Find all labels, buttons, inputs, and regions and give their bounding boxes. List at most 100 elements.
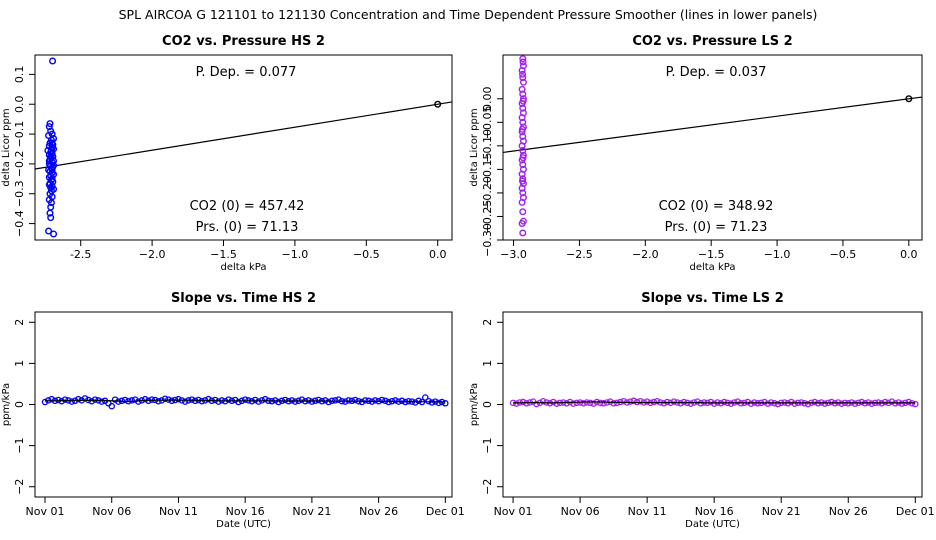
y-tick-label: −0.30 (481, 223, 494, 257)
y-tick-label: −1 (481, 438, 494, 454)
data-point (519, 154, 527, 162)
data-point (378, 396, 386, 404)
data-point (55, 396, 62, 404)
data-point (121, 396, 129, 404)
data-point (47, 214, 55, 222)
y-tick-label: 1 (481, 360, 494, 367)
co2-pressure-ls-panel: CO2 vs. Pressure LS 2 −3.0 −2.5 −2.0 −1.5 −1.… (469, 34, 923, 273)
data-point (627, 398, 634, 405)
data-point (49, 57, 57, 65)
data-point (261, 395, 269, 403)
data-point (281, 396, 289, 404)
chart-title: CO2 vs. Pressure LS 2 (632, 34, 792, 49)
data-point (168, 397, 176, 405)
data-point (898, 400, 906, 407)
x-tick-label: Nov 11 (628, 505, 667, 518)
y-tick-label: 0.0 (13, 95, 26, 113)
pressure-intercept-annotation: Prs. (0) = 71.23 (665, 220, 768, 235)
y-tick-label: −0.2 (13, 151, 26, 178)
data-point (519, 118, 527, 126)
co2-pressure-hs-panel: CO2 vs. Pressure HS 2 -2.5 −2.0 −1.5 −1.0 −0.… (1, 34, 453, 273)
data-point (912, 400, 919, 408)
y-tick-label: −0.25 (481, 200, 494, 234)
y-tick-label: 2 (481, 319, 494, 326)
data-point (315, 396, 322, 404)
data-point (518, 220, 526, 228)
data-point (710, 400, 718, 407)
y-tick-label: 0 (13, 401, 26, 408)
data-point (643, 398, 651, 405)
data-point (50, 161, 58, 169)
data-point (720, 398, 728, 406)
x-tick-label: Nov 01 (26, 505, 65, 518)
data-point (888, 398, 896, 405)
data-point (513, 400, 520, 407)
data-point (251, 396, 259, 404)
data-point (141, 395, 149, 403)
y-tick-label: −0.1 (13, 121, 26, 148)
data-point (744, 398, 751, 406)
data-point (181, 398, 189, 405)
x-tick-label: −3.0 (500, 248, 527, 261)
data-point (415, 397, 422, 405)
data-point (653, 397, 661, 405)
data-point (519, 70, 527, 78)
data-point (128, 397, 135, 404)
data-point (519, 147, 527, 155)
smoother-line (45, 399, 446, 403)
x-tick-label: Nov 26 (359, 505, 398, 518)
x-tick-label: Nov 21 (292, 505, 331, 518)
x-tick-label: Dec 01 (896, 505, 935, 518)
data-point (600, 400, 607, 407)
data-point (586, 399, 594, 407)
plot-frame (34, 54, 453, 241)
data-point (550, 398, 557, 406)
x-tick-label: Nov 11 (159, 505, 198, 518)
data-point (519, 90, 527, 98)
data-point (98, 398, 105, 405)
data-point (45, 157, 53, 165)
data-point (46, 209, 54, 217)
data-point (519, 104, 527, 112)
slope-time-ls-panel: Slope vs. Time LS 2 Nov 01 Nov 06 Nov 11 Nov… (469, 291, 935, 530)
x-tick-label: −1.5 (210, 248, 237, 261)
data-point (687, 400, 694, 407)
x-tick-label: −0.5 (353, 248, 380, 261)
chart-title: Slope vs. Time HS 2 (171, 291, 316, 306)
data-point (47, 199, 55, 207)
data-point (533, 400, 540, 408)
data-point (519, 55, 527, 63)
data-point (539, 397, 547, 405)
data-point (298, 396, 306, 403)
data-point (518, 184, 526, 192)
y-tick-label: −0.20 (481, 176, 494, 210)
data-point (331, 397, 339, 404)
co2-intercept-annotation: CO2 (0) = 348.92 (659, 199, 774, 214)
fit-line (502, 96, 923, 154)
data-point (519, 74, 527, 82)
data-point (694, 398, 701, 405)
slope-time-hs-panel: Slope vs. Time HS 2 Nov 01 Nov 06 Nov 11 Nov… (1, 291, 465, 530)
y-axis-label: delta Licor ppm (1, 108, 12, 186)
data-point (50, 230, 58, 238)
x-tick-label: Dec 01 (426, 505, 465, 518)
plot-frame (502, 54, 923, 241)
data-point (851, 400, 859, 407)
x-tick-label: −2.5 (566, 248, 593, 261)
data-point (428, 399, 436, 406)
x-tick-label: −1.0 (764, 248, 791, 261)
x-axis-label: delta kPa (689, 262, 735, 273)
data-point (47, 146, 55, 154)
data-point (630, 397, 637, 405)
data-point (590, 400, 597, 407)
data-point (519, 58, 527, 66)
data-point (563, 400, 570, 407)
y-tick-label: −2 (13, 479, 26, 495)
y-axis-label: ppm/kPa (469, 383, 480, 426)
data-point (48, 395, 55, 403)
data-point (518, 198, 526, 206)
data-point (205, 395, 212, 403)
data-point (305, 397, 312, 404)
data-point (335, 396, 342, 403)
